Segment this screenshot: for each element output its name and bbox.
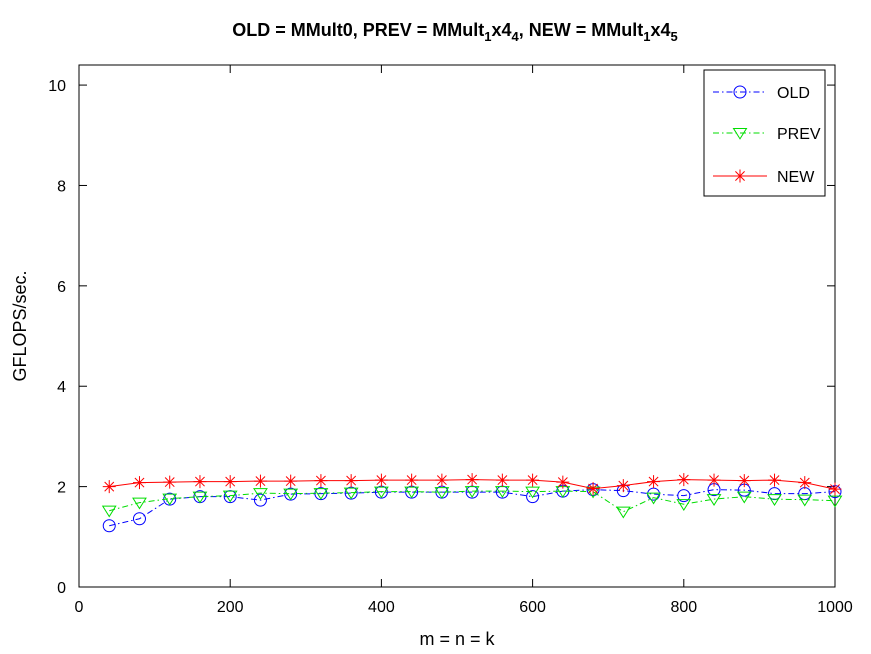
legend-marker-prev (732, 127, 748, 140)
axis-ticks: 0 200 400 600 800 1000 0 2 4 6 8 10 (48, 65, 853, 616)
legend-marker-new (733, 169, 747, 183)
legend-item-new: NEW (713, 169, 815, 186)
data-point-prev (797, 494, 813, 507)
data-point-prev (464, 486, 480, 498)
data-point-new (556, 475, 570, 489)
data-point-prev (283, 488, 299, 501)
data-point-new (132, 476, 146, 490)
data-point-new (647, 475, 661, 489)
data-point-new (253, 474, 267, 488)
data-point-new (435, 473, 449, 487)
title-part-1: OLD = MMult0, PREV = MMult (232, 20, 484, 40)
series-layer (101, 473, 843, 533)
y-tick-label: 8 (57, 178, 66, 195)
data-point-new (223, 475, 237, 489)
title-sub-2: 4 (512, 29, 520, 44)
data-point-new (102, 480, 116, 494)
title-sub-3: 1 (643, 29, 650, 44)
data-point-new (707, 473, 721, 487)
data-point-old (677, 489, 691, 503)
data-point-new (405, 473, 419, 487)
data-point-prev (162, 493, 178, 506)
data-point-new (374, 473, 388, 487)
data-point-prev (615, 506, 631, 519)
data-point-new (344, 474, 358, 488)
x-tick-label: 1000 (817, 599, 853, 616)
title-sub-1: 1 (484, 29, 491, 44)
data-point-prev (132, 497, 147, 510)
data-point-new (163, 475, 177, 489)
data-point-prev (192, 491, 208, 504)
data-point-prev (434, 487, 450, 499)
data-point-prev (343, 487, 359, 500)
data-point-new (828, 482, 842, 496)
data-point-new (616, 479, 630, 493)
legend-label-new: NEW (777, 169, 815, 186)
y-tick-label: 10 (48, 78, 66, 95)
data-point-prev (736, 491, 752, 504)
legend-item-prev: PREV (713, 126, 821, 143)
data-point-prev (827, 495, 843, 508)
series-new (102, 473, 842, 496)
data-point-new (314, 474, 328, 488)
chart-title: OLD = MMult0, PREV = MMult1x44, NEW = MM… (232, 20, 678, 44)
y-tick-label: 4 (57, 379, 66, 396)
series-line-prev (109, 490, 836, 513)
data-point-prev (222, 490, 238, 503)
x-tick-label: 800 (670, 599, 697, 616)
data-point-new (284, 474, 298, 488)
y-tick-label: 6 (57, 279, 66, 296)
title-part-3: , NEW = MMult (519, 20, 644, 40)
data-point-prev (676, 499, 692, 511)
data-point-new (495, 473, 509, 487)
data-point-new (586, 482, 600, 496)
data-point-prev (101, 505, 117, 518)
x-tick-label: 0 (75, 599, 84, 616)
x-tick-label: 600 (519, 599, 546, 616)
data-point-prev (767, 494, 782, 506)
data-point-new (193, 475, 207, 489)
legend-label-prev: PREV (777, 126, 821, 143)
data-point-new (737, 474, 751, 488)
legend-marker-old (733, 85, 747, 99)
data-point-new (465, 473, 479, 487)
legend-item-old: OLD (713, 85, 810, 102)
x-tick-label: 200 (217, 599, 244, 616)
legend-box (703, 69, 826, 197)
legend: OLD PREV NEW (703, 69, 826, 197)
data-point-old (102, 519, 116, 533)
title-sub-4: 5 (671, 29, 678, 44)
data-point-old (253, 493, 267, 507)
data-point-prev (373, 486, 389, 499)
data-point-prev (525, 486, 541, 499)
data-point-prev (253, 488, 268, 500)
data-point-new (526, 473, 540, 487)
data-point-new (798, 476, 812, 490)
title-part-4: x4 (650, 20, 670, 40)
x-axis-label: m = n = k (419, 629, 495, 649)
title-part-2: x4 (491, 20, 511, 40)
data-point-prev (706, 494, 722, 506)
data-point-old (526, 490, 540, 504)
data-point-new (677, 473, 691, 487)
legend-label-old: OLD (777, 85, 810, 102)
y-axis-label: GFLOPS/sec. (10, 270, 30, 381)
data-point-prev (313, 488, 329, 500)
y-tick-label: 2 (57, 480, 66, 497)
data-point-old (132, 512, 146, 526)
data-point-new (768, 473, 782, 487)
y-tick-label: 0 (57, 580, 66, 597)
data-point-prev (646, 492, 661, 505)
x-tick-label: 400 (368, 599, 395, 616)
data-point-prev (404, 486, 420, 499)
series-line-old (109, 489, 836, 527)
